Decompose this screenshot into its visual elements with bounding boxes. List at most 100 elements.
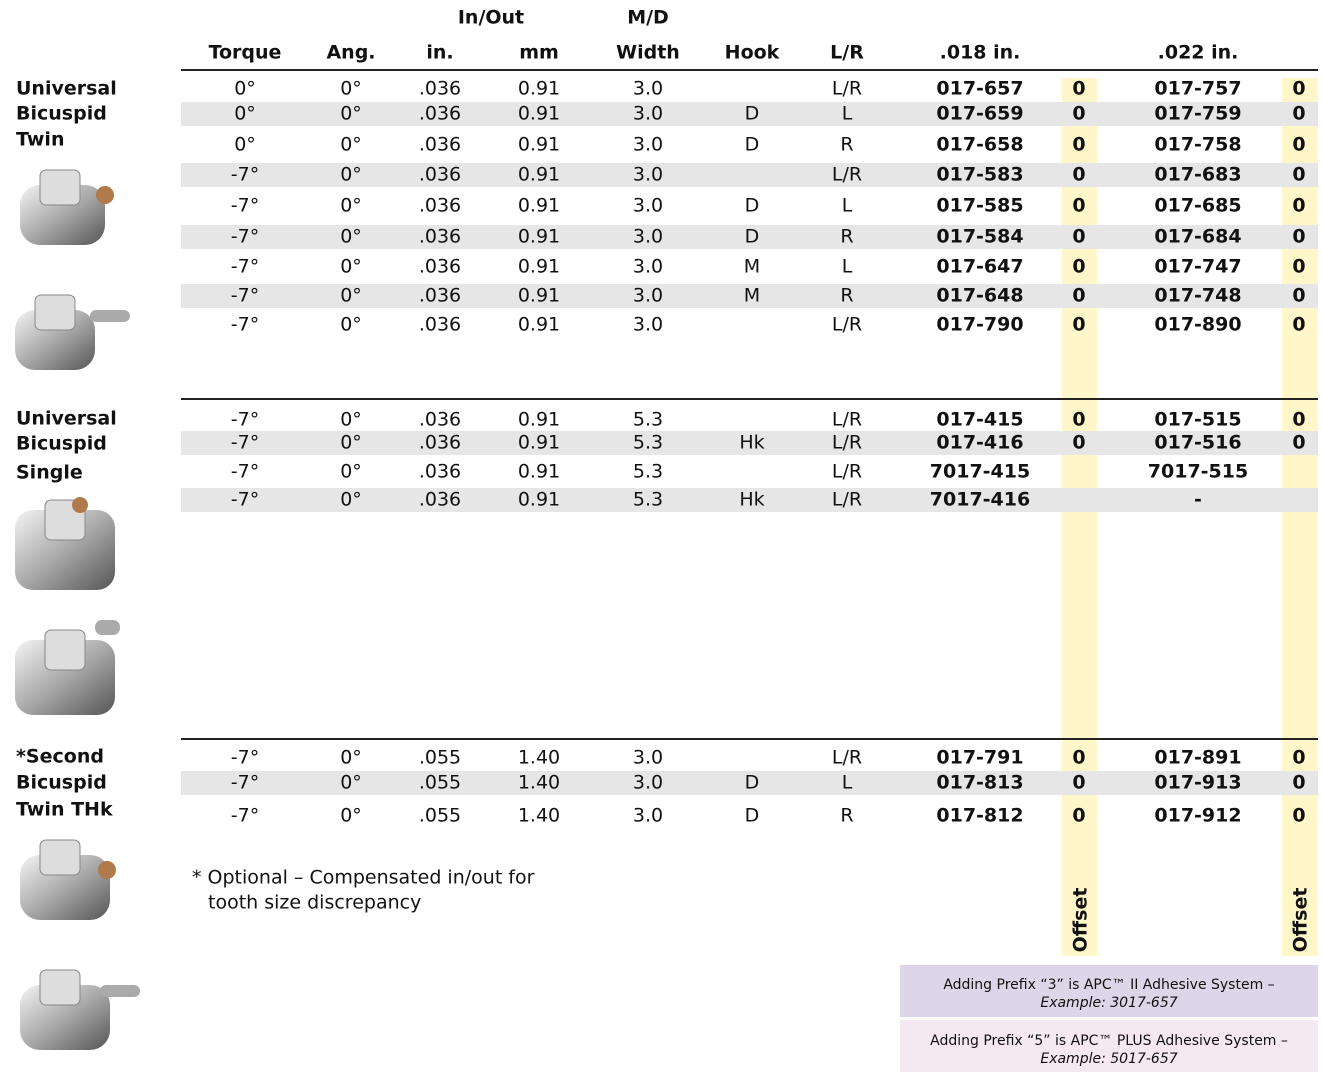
cell: R (840, 226, 853, 248)
cell: .036 (419, 314, 461, 336)
cell: 0.91 (518, 285, 560, 307)
cell: 0.91 (518, 103, 560, 125)
cell: 0° (340, 256, 362, 278)
cell: 3.0 (633, 747, 663, 769)
cell: 0 (1292, 195, 1305, 217)
cell: 0° (340, 103, 362, 125)
cell: M (744, 285, 760, 307)
cell: -7° (231, 489, 259, 511)
cell: -7° (231, 409, 259, 431)
bracket-images (15, 169, 140, 1050)
cell: .055 (419, 805, 461, 827)
cell: 0 (1072, 256, 1085, 278)
cell: 017-912 (1154, 805, 1241, 827)
cell: 0.91 (518, 164, 560, 186)
cell: L (842, 256, 853, 278)
cell: - (1194, 489, 1202, 511)
cell: 3.0 (633, 78, 663, 100)
cell: -7° (231, 461, 259, 483)
offset-column-bg (1062, 78, 1097, 956)
note-example: Example: 5017-657 (1040, 1051, 1177, 1067)
note-text: Adding Prefix “3” is APC™ II Adhesive Sy… (943, 977, 1274, 993)
cell: 0° (340, 195, 362, 217)
cell: 0 (1292, 432, 1305, 454)
cell: 0° (340, 747, 362, 769)
cell: 0 (1072, 134, 1085, 156)
cell: 017-758 (1154, 134, 1241, 156)
column-header: L/R (830, 42, 864, 64)
row-shade (181, 102, 1318, 126)
row-shade (181, 163, 1318, 187)
cell: 0 (1292, 409, 1305, 431)
cell: -7° (231, 772, 259, 794)
cell: 1.40 (518, 805, 560, 827)
cell: 0° (340, 164, 362, 186)
cell: 0 (1292, 256, 1305, 278)
cell: 0° (340, 314, 362, 336)
cell: R (840, 134, 853, 156)
cell: .036 (419, 285, 461, 307)
cell: 3.0 (633, 134, 663, 156)
cell: 0° (340, 805, 362, 827)
section-label: Bicuspid (16, 433, 107, 455)
cell: .036 (419, 256, 461, 278)
cell: .036 (419, 409, 461, 431)
cell: 0 (1292, 164, 1305, 186)
cell: 017-748 (1154, 285, 1241, 307)
cell: 0 (1072, 409, 1085, 431)
cell: .036 (419, 432, 461, 454)
section-label: Single (16, 462, 83, 484)
footnote: * Optional – Compensated in/out for (192, 867, 535, 889)
cell: 0 (1072, 314, 1085, 336)
note-box (900, 1020, 1318, 1072)
cell: 017-684 (1154, 226, 1241, 248)
cell: -7° (231, 805, 259, 827)
cell: 5.3 (633, 432, 663, 454)
cell: 0 (1072, 285, 1085, 307)
cell: 5.3 (633, 489, 663, 511)
cell: 0° (340, 772, 362, 794)
cell: Hk (739, 489, 764, 511)
section-label: Bicuspid (16, 772, 107, 794)
cell: 017-416 (936, 432, 1023, 454)
cell: 0.91 (518, 195, 560, 217)
cell: 0° (340, 134, 362, 156)
row-shade (181, 284, 1318, 308)
cell: 5.3 (633, 461, 663, 483)
cell: -7° (231, 195, 259, 217)
cell: 0° (340, 226, 362, 248)
cell: 017-648 (936, 285, 1023, 307)
cell: .036 (419, 195, 461, 217)
cell: L (842, 195, 853, 217)
cell: 0° (234, 103, 256, 125)
cell: 017-757 (1154, 78, 1241, 100)
note-text: Adding Prefix “5” is APC™ PLUS Adhesive … (930, 1033, 1288, 1049)
cell: -7° (231, 285, 259, 307)
cell: 3.0 (633, 805, 663, 827)
cell: 017-891 (1154, 747, 1241, 769)
cell: 0° (234, 134, 256, 156)
cell: 0° (340, 78, 362, 100)
cell: 0 (1072, 805, 1085, 827)
cell: 0 (1072, 164, 1085, 186)
cell: 0° (340, 489, 362, 511)
cell: D (745, 805, 760, 827)
section-label: *Second (16, 746, 104, 768)
section-label: Twin THk (16, 799, 113, 821)
cell: 017-658 (936, 134, 1023, 156)
cell: 0.91 (518, 489, 560, 511)
cell: 0 (1072, 432, 1085, 454)
cell: .036 (419, 78, 461, 100)
bracket-image (15, 294, 130, 370)
cell: 7017-515 (1148, 461, 1248, 483)
cell: 0 (1292, 747, 1305, 769)
offset-label: Offset (1290, 888, 1312, 953)
cell: 0.91 (518, 461, 560, 483)
cell: 0 (1292, 78, 1305, 100)
cell: 3.0 (633, 314, 663, 336)
cell: D (745, 226, 760, 248)
cell: 0 (1072, 103, 1085, 125)
section-label: Universal (16, 408, 117, 430)
cell: 0 (1072, 226, 1085, 248)
cell: -7° (231, 314, 259, 336)
